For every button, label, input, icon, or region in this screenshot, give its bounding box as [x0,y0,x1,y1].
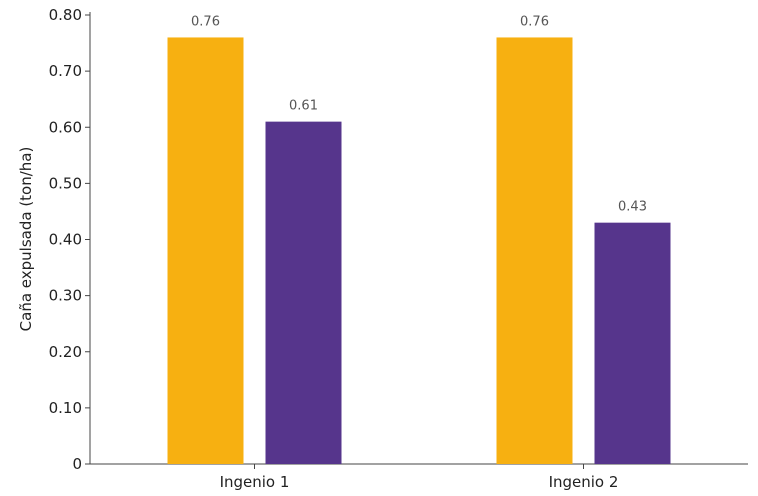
y-tick-label: 0.50 [49,174,82,192]
data-labels: 0.76 0.61 0.76 0.43 [191,14,647,214]
y-tick-label: 0.40 [49,231,82,249]
bar-data-label: 0.76 [520,14,549,29]
y-axis-label: Caña expulsada (ton/ha) [17,147,35,332]
bar-data-label: 0.61 [289,99,318,114]
bar [594,222,671,464]
x-axis-ticks: Ingenio 1 Ingenio 2 [220,464,619,491]
bar [496,37,573,464]
y-tick-label: 0.70 [49,62,82,80]
x-tick-label: Ingenio 2 [549,473,619,491]
y-tick-label: 0.80 [49,6,82,24]
x-tick-label: Ingenio 1 [220,473,290,491]
bar [265,121,342,464]
y-tick-label: 0 [72,455,82,473]
y-tick-label: 0.20 [49,343,82,361]
bar [167,37,244,464]
bar-data-label: 0.43 [618,200,647,215]
bars [167,37,671,464]
y-axis-ticks: 0 0.10 0.20 0.30 0.40 0.50 0.60 0.70 0.80 [49,6,90,473]
y-tick-label: 0.30 [49,287,82,305]
y-tick-label: 0.10 [49,399,82,417]
bar-data-label: 0.76 [191,14,220,29]
y-tick-label: 0.60 [49,118,82,136]
